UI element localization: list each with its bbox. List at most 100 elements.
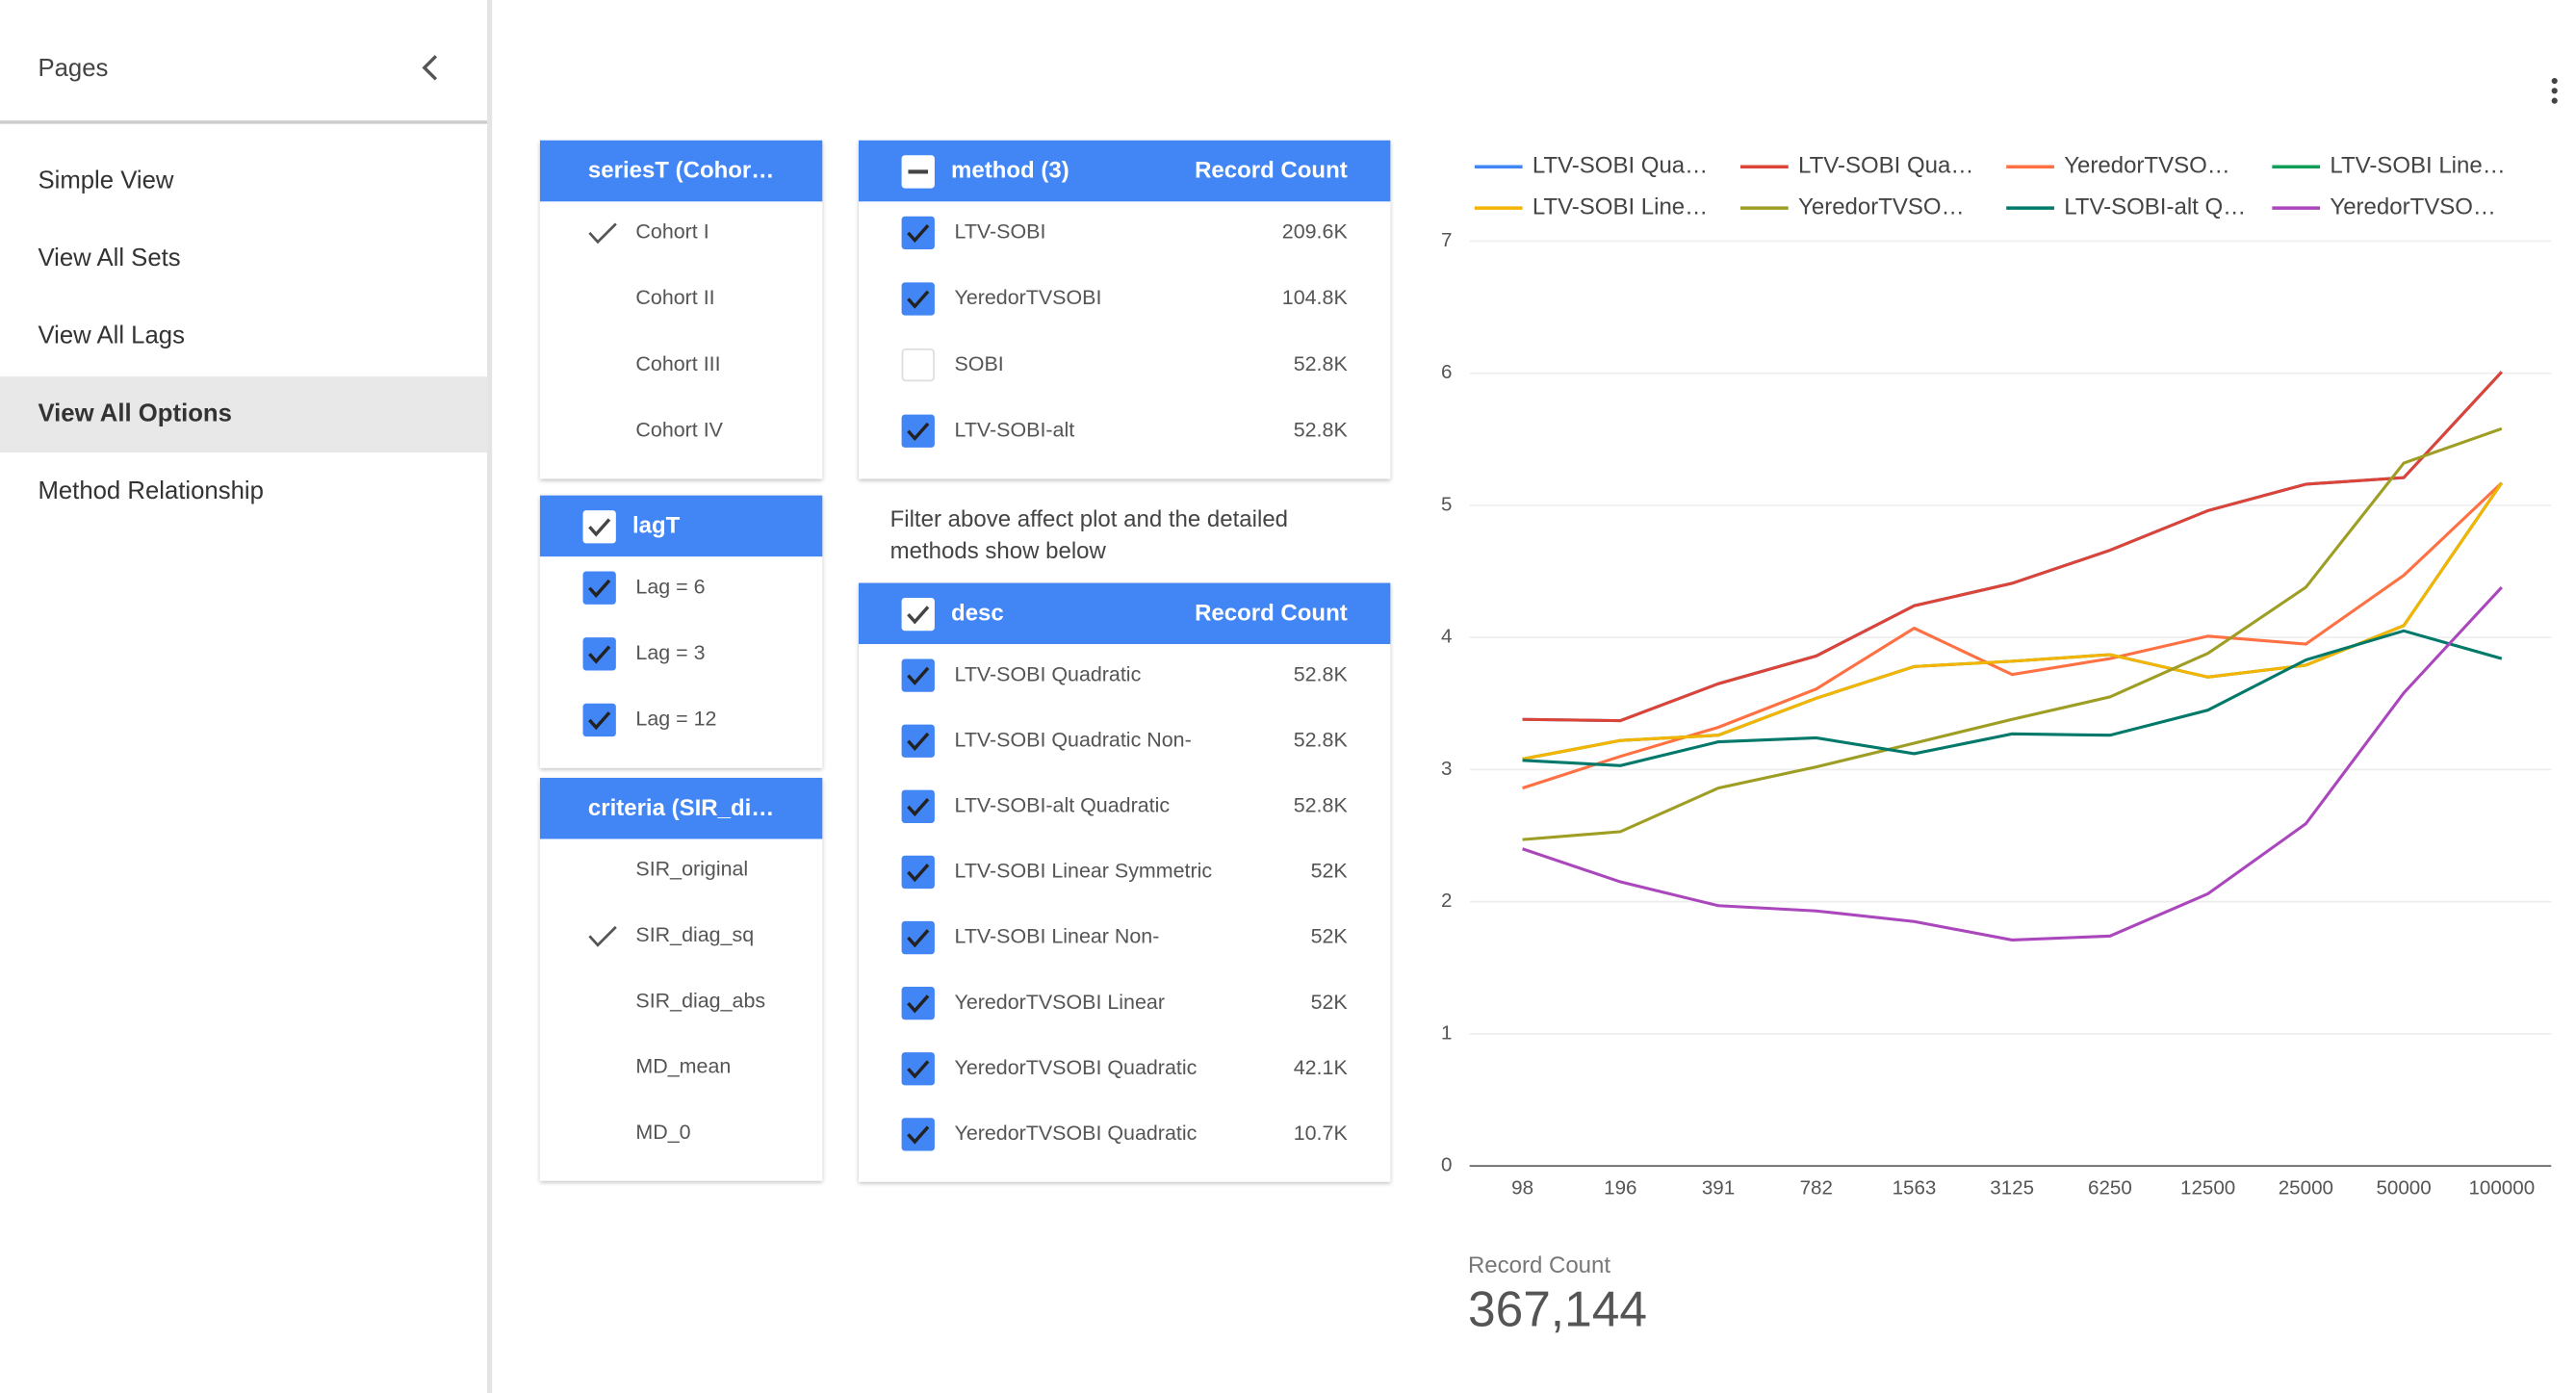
checkbox[interactable] (901, 789, 935, 823)
filter-header[interactable] (539, 495, 823, 557)
checkbox[interactable] (901, 216, 935, 250)
filter-option[interactable]: Cohort III (635, 352, 720, 375)
y-tick-label: 7 (1441, 229, 1452, 251)
checkbox[interactable] (901, 282, 935, 316)
filter-option[interactable]: SIR_original (635, 858, 748, 881)
filter-title: seriesT (Cohor… (588, 158, 774, 184)
filter-option[interactable]: YeredorTVSOBI (954, 286, 1101, 309)
check-icon (907, 994, 930, 1014)
checkbox[interactable] (901, 658, 935, 692)
checkbox[interactable] (901, 414, 935, 448)
filter-option[interactable]: LTV-SOBI (954, 220, 1045, 244)
legend-label[interactable]: LTV-SOBI Qua… (1798, 153, 1973, 179)
x-tick-label: 25000 (2279, 1177, 2333, 1200)
checkbox[interactable] (901, 1052, 935, 1086)
series-line (1522, 481, 2503, 790)
legend-label[interactable]: YeredorTVSO… (2064, 153, 2230, 179)
filter-option[interactable]: MD_mean (635, 1055, 731, 1078)
series-line (1522, 629, 2503, 767)
filter-option[interactable]: LTV-SOBI-alt Quadratic (954, 793, 1170, 816)
filter-option[interactable]: MD_0 (635, 1121, 690, 1144)
legend-label[interactable]: LTV-SOBI Qua… (1533, 153, 1708, 179)
filter-title: lagT (632, 513, 681, 539)
legend-label[interactable]: LTV-SOBI-alt Q… (2064, 193, 2246, 219)
filter-option[interactable]: LTV-SOBI Linear Symmetric (954, 860, 1212, 883)
checkbox[interactable] (901, 920, 935, 955)
filter-option[interactable]: LTV-SOBI Quadratic (954, 662, 1141, 685)
checkbox[interactable] (582, 637, 616, 671)
series-line (1522, 426, 2503, 841)
nav-item[interactable]: View All Sets (38, 245, 180, 271)
filter-title: criteria (SIR_di… (588, 795, 774, 821)
filter-option[interactable]: YeredorTVSOBI Quadratic (954, 1056, 1197, 1079)
filter-option[interactable]: Cohort I (635, 220, 708, 244)
check-mark (588, 925, 617, 947)
filter-header[interactable] (539, 777, 823, 839)
filter-option[interactable]: Cohort II (635, 286, 714, 309)
check-icon (588, 579, 611, 599)
active-item-bg (0, 376, 488, 453)
filter-option[interactable]: YeredorTVSOBI Quadratic (954, 1122, 1197, 1145)
x-tick-label: 50000 (2376, 1177, 2431, 1200)
metric-header: Record Count (1195, 158, 1348, 184)
filter-option[interactable]: SIR_diag_sq (635, 923, 754, 946)
x-tick-label: 782 (1800, 1177, 1833, 1200)
filter-panel (539, 777, 823, 1181)
checkbox[interactable] (901, 724, 935, 758)
checkbox[interactable] (901, 1118, 935, 1151)
filter-option[interactable]: Cohort IV (635, 418, 723, 441)
checkbox[interactable] (901, 348, 935, 382)
filter-title: method (3) (951, 158, 1069, 184)
checkbox[interactable] (901, 598, 935, 632)
legend-label[interactable]: LTV-SOBI Line… (2330, 153, 2505, 179)
legend-label[interactable]: YeredorTVSO… (2330, 193, 2496, 219)
option-count: 10.7K (1294, 1122, 1349, 1145)
option-count: 52.8K (1294, 728, 1349, 751)
y-tick-label: 0 (1441, 1154, 1452, 1176)
x-tick-label: 3125 (1990, 1177, 2034, 1200)
check-mark (588, 222, 617, 245)
y-tick-label: 2 (1441, 890, 1452, 912)
menu-dots[interactable] (2551, 77, 2558, 104)
filter-option[interactable]: SIR_diag_abs (635, 989, 765, 1012)
collapse-button[interactable] (422, 55, 438, 81)
filter-option[interactable]: SOBI (954, 352, 1003, 375)
nav-item[interactable]: Method Relationship (38, 477, 263, 504)
filter-option[interactable]: LTV-SOBI Quadratic Non- (954, 728, 1191, 751)
legend-label[interactable]: LTV-SOBI Line… (1533, 193, 1708, 219)
filter-option[interactable]: Lag = 12 (635, 708, 716, 731)
check-icon (907, 1060, 930, 1079)
checkbox[interactable] (582, 510, 616, 544)
filter-option[interactable]: LTV-SOBI-alt (954, 418, 1074, 441)
option-count: 52K (1311, 925, 1349, 948)
filter-option[interactable]: Lag = 6 (635, 575, 705, 598)
filter-option[interactable]: LTV-SOBI Linear Non- (954, 925, 1159, 948)
option-count: 42.1K (1294, 1056, 1349, 1079)
x-tick-label: 1563 (1893, 1177, 1937, 1200)
filter-note: Filter above affect plot and the detaile… (889, 504, 1289, 563)
legend-label[interactable]: YeredorTVSO… (1798, 193, 1965, 219)
check-icon (907, 290, 930, 309)
x-tick-label: 6250 (2088, 1177, 2132, 1200)
x-tick-label: 98 (1511, 1177, 1533, 1200)
nav-item[interactable]: View All Options (38, 400, 231, 426)
check-icon (907, 224, 930, 244)
option-count: 104.8K (1282, 286, 1349, 309)
filter-header[interactable] (859, 140, 1391, 202)
checkbox[interactable] (901, 986, 935, 1020)
sidebar-divider (0, 120, 488, 124)
checkbox[interactable] (582, 571, 616, 605)
filter-option[interactable]: YeredorTVSOBI Linear (954, 991, 1164, 1014)
checkbox[interactable] (582, 703, 616, 737)
nav-item[interactable]: View All Lags (38, 322, 185, 349)
check-icon (588, 711, 611, 731)
filter-option[interactable]: Lag = 3 (635, 641, 705, 664)
filter-header[interactable] (859, 582, 1391, 645)
checkbox[interactable] (901, 855, 935, 890)
sidebar-border (487, 0, 493, 1393)
check-icon (588, 518, 611, 537)
filter-header[interactable] (539, 140, 823, 202)
nav-item[interactable]: Simple View (38, 167, 173, 193)
note-box: Filter above affect plot and the detaile… (889, 504, 1289, 563)
